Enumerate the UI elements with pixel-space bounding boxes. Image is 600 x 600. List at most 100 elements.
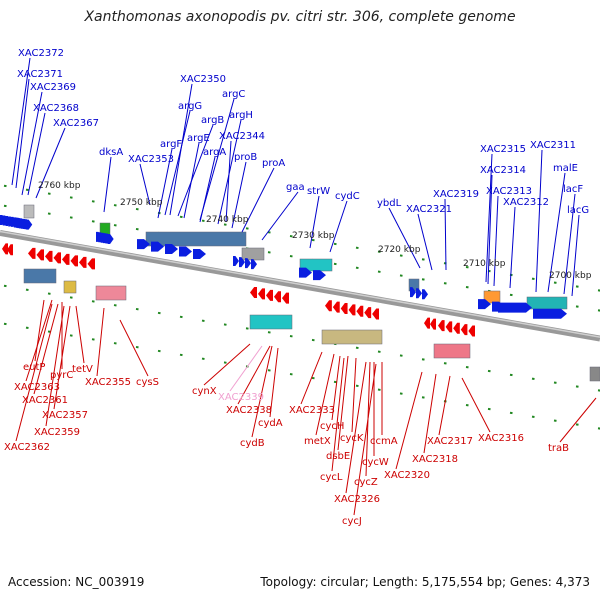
minus-gene-arrow [87, 258, 95, 270]
plus-leader-line [547, 172, 566, 293]
minus-gene-label: XAC2355 [85, 377, 131, 388]
plus-gene-label: argB [201, 115, 224, 126]
plus-leader-line [329, 200, 348, 253]
plus-gene-arrow [26, 219, 33, 230]
minus-leader-line [25, 299, 53, 382]
plus-gene-label: XAC2311 [530, 140, 576, 151]
minus-gene-label: cydA [258, 418, 283, 429]
plus-leader-line [487, 174, 493, 285]
minus-leader-line [229, 345, 263, 392]
plus-gene-arrow [137, 239, 150, 250]
minus-gene-arrow [28, 247, 36, 259]
plus-gene-arrow [193, 248, 206, 259]
minus-leader-line [119, 319, 149, 377]
plus-leader-line [157, 148, 173, 219]
minus-gene-arrow [250, 287, 257, 298]
minus-leader-line [353, 363, 377, 516]
minus-gene-arrow [364, 307, 372, 319]
minus-gene-label: cycH [320, 421, 344, 432]
plus-gene-label: XAC2372 [18, 48, 64, 59]
minus-gene-label: cycW [362, 457, 389, 468]
minus-gene-label: tetV [72, 364, 93, 375]
plus-gene-label: XAC2321 [406, 204, 452, 215]
minus-gene-label: metX [304, 436, 331, 447]
minus-leader-line [395, 371, 423, 470]
plus-gene-arrow [233, 256, 239, 267]
genome-backbone [0, 230, 600, 342]
plus-gene-label: argG [178, 101, 202, 112]
plus-leader-line [535, 149, 543, 293]
minus-gene-label: cycZ [354, 477, 378, 488]
plus-gene-arrow [245, 258, 251, 269]
minus-leader-line [96, 307, 105, 377]
plus-gene-arrow [299, 267, 312, 278]
minus-gene-arrow [325, 300, 332, 312]
plus-domain-box [145, 231, 247, 247]
minus-gene-label: cycJ [342, 516, 362, 527]
minus-leader-line [203, 343, 251, 386]
minus-gene-arrow [274, 291, 281, 303]
plus-leader-line [444, 198, 447, 271]
minus-gene-label: cydB [240, 438, 265, 449]
minus-gene-arrow [372, 308, 379, 320]
plus-leader-line [15, 78, 30, 189]
minus-leader-line [423, 373, 437, 454]
plus-gene-label: gaa [286, 182, 305, 193]
plus-gene-label: proB [234, 152, 257, 163]
scale-labels: 2760 kbp 2750 kbp 2740 kbp 2730 kbp 2720 kbp… [38, 181, 592, 281]
minus-gene-label: XAC2326 [334, 494, 380, 505]
minus-gene-arrow [70, 255, 78, 267]
minus-gene-label: XAC2362 [4, 442, 50, 453]
minus-gene-arrow [332, 301, 340, 313]
minus-leader-line [33, 303, 59, 395]
minus-domain-box [433, 343, 471, 359]
plus-leader-line [509, 206, 516, 289]
plus-gene-label: XAC2368 [33, 103, 79, 114]
plus-gene-arrow [251, 259, 257, 270]
plus-leader-line [35, 127, 66, 199]
minus-gene-label: cynX [192, 386, 217, 397]
plus-leader-line [139, 163, 151, 206]
minus-leader-line [15, 303, 53, 442]
label-leader-lines [11, 57, 597, 516]
minus-leader-line [45, 305, 65, 427]
minus-leader-line [315, 353, 335, 436]
minus-leader-line [251, 345, 273, 438]
plus-gene-label: XAC2367 [53, 118, 99, 129]
plus-gene-label: XAC2314 [480, 165, 526, 176]
plus-leader-line [485, 153, 493, 283]
minus-gene-arrow [45, 250, 53, 262]
minus-domain-box [249, 314, 293, 330]
plus-gene-label: dksA [99, 147, 123, 158]
accession-text: Accession: NC_003919 [8, 575, 145, 589]
minus-gene-arrow [468, 325, 475, 337]
plus-gene-label: strW [307, 186, 330, 197]
minus-gene-arrow [348, 304, 356, 316]
minus-leader-line [75, 305, 85, 364]
plus-leader-line [231, 161, 247, 229]
scale-label: 2750 kbp [120, 198, 163, 208]
minus-gene-arrow [266, 289, 273, 301]
minus-leader-line [438, 375, 451, 436]
gene-labels: XAC2372 XAC2371 XAC2369 XAC2368 XAC2367 dksA X… [4, 48, 589, 527]
minus-gene-label: XAC2359 [34, 427, 80, 438]
minus-leader-line [237, 345, 271, 405]
minus-gene-label: XAC2320 [384, 470, 430, 481]
minus-domain-box [321, 329, 383, 345]
plus-leader-line [11, 57, 31, 186]
minus-domain-box [63, 280, 77, 294]
plus-gene-arrow [107, 233, 114, 244]
minus-gene-arrow [430, 318, 436, 330]
plus-gene-label: XAC2312 [503, 197, 549, 208]
minus-leader-line [351, 357, 357, 433]
minus-domain-box [589, 366, 600, 382]
minus-gene-arrow [453, 322, 460, 334]
plus-domain-box [23, 204, 35, 219]
scale-label: 2760 kbp [38, 181, 81, 191]
plus-leader-line [103, 156, 112, 213]
plus-domain-box [526, 296, 568, 310]
plus-leader-line [199, 156, 216, 223]
plus-gene-arrow [478, 299, 491, 310]
plus-gene-arrow [422, 289, 428, 300]
